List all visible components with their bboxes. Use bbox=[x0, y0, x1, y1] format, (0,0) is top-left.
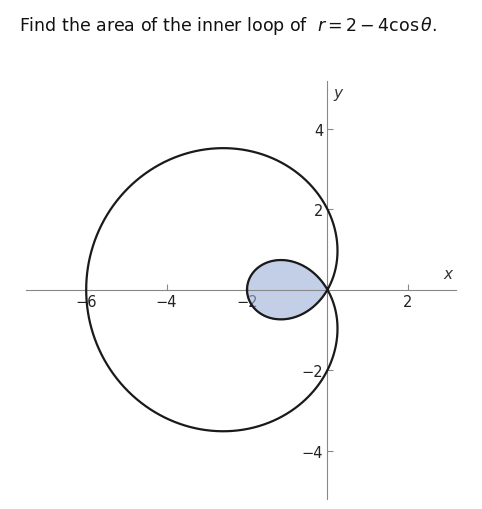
Text: $x$: $x$ bbox=[442, 266, 454, 281]
Text: $y$: $y$ bbox=[334, 87, 345, 103]
Text: Find the area of the inner loop of  $r = 2 - 4\cos\theta$.: Find the area of the inner loop of $r = … bbox=[19, 15, 438, 37]
Polygon shape bbox=[247, 261, 327, 320]
